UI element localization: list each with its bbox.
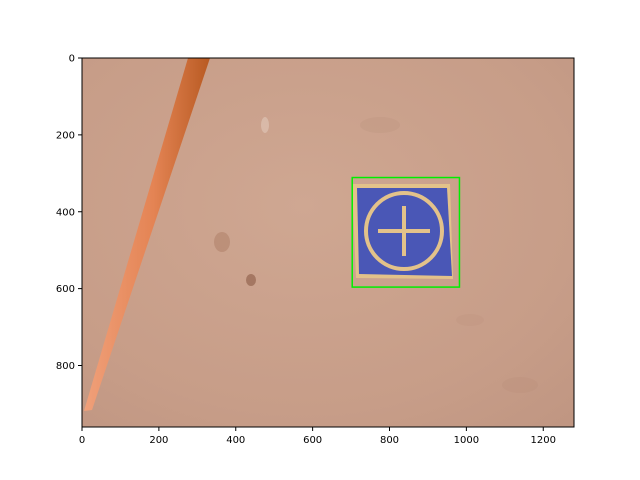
y-axis-ticks: 0 200 400 600 800 <box>56 54 82 372</box>
ground-spot <box>502 377 538 393</box>
axes-frame <box>81 57 575 428</box>
ground-spot <box>246 274 256 286</box>
orange-rod <box>84 58 210 411</box>
landing-marker <box>352 184 453 279</box>
y-tick-label: 0 <box>69 54 75 65</box>
x-tick-label: 0 <box>79 435 85 446</box>
x-axis-ticks: 0 200 400 600 800 1000 1200 <box>79 427 556 446</box>
ground-spot <box>261 117 269 133</box>
detection-bounding-box <box>351 176 461 288</box>
ground-spot <box>456 314 484 326</box>
y-tick-label: 600 <box>56 284 75 295</box>
x-tick-label: 1000 <box>454 435 479 446</box>
ground-surface <box>82 58 574 427</box>
ground-spot <box>360 117 400 133</box>
marker-circle-icon <box>364 191 444 271</box>
x-tick-label: 400 <box>226 435 245 446</box>
camera-image <box>82 58 574 427</box>
x-tick-label: 200 <box>149 435 168 446</box>
y-tick-label: 200 <box>56 130 75 141</box>
ground-spot <box>214 232 230 252</box>
x-tick-label: 600 <box>303 435 322 446</box>
x-tick-label: 800 <box>380 435 399 446</box>
y-tick-label: 800 <box>56 361 75 372</box>
x-tick-label: 1200 <box>531 435 556 446</box>
y-tick-label: 400 <box>56 207 75 218</box>
